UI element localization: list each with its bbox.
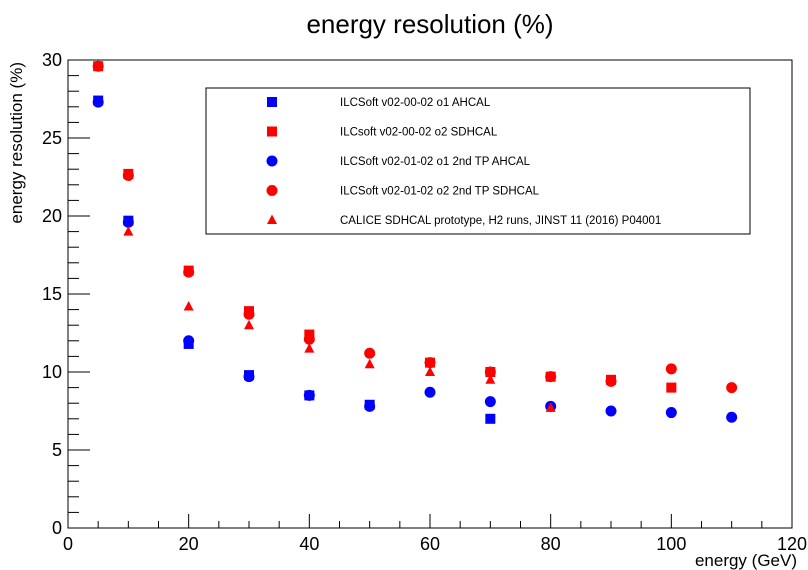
data-point bbox=[92, 96, 104, 108]
chart-title: energy resolution (%) bbox=[306, 9, 553, 39]
data-point bbox=[605, 375, 617, 387]
series-5 bbox=[123, 226, 556, 412]
y-tick-label: 30 bbox=[42, 50, 62, 70]
data-point bbox=[424, 357, 436, 369]
data-point bbox=[123, 226, 134, 236]
data-point bbox=[303, 333, 315, 345]
data-point bbox=[484, 366, 496, 378]
data-point bbox=[666, 382, 677, 393]
data-point bbox=[665, 363, 677, 375]
data-point bbox=[364, 400, 376, 412]
legend-label: ILCSoft v02-01-02 o2 2nd TP SDHCAL bbox=[340, 186, 540, 198]
y-tick-label: 5 bbox=[52, 440, 62, 460]
series-3 bbox=[92, 96, 738, 423]
data-point bbox=[485, 413, 496, 424]
data-point bbox=[545, 402, 556, 412]
data-point bbox=[425, 366, 435, 376]
legend-label: ILCsoft v02-00-02 o2 SDHCAL bbox=[340, 127, 498, 139]
legend: ILCSoft v02-00-02 o1 AHCAL ILCsoft v02-00… bbox=[205, 87, 751, 235]
y-tick-label: 10 bbox=[42, 362, 62, 382]
legend-label: ILCSoft v02-01-02 o1 2nd TP AHCAL bbox=[340, 156, 531, 168]
y-tick-label: 15 bbox=[42, 284, 62, 304]
data-point bbox=[364, 358, 375, 369]
legend-marker bbox=[267, 214, 277, 224]
data-point bbox=[183, 335, 195, 347]
x-tick-label: 80 bbox=[541, 534, 561, 554]
x-tick-label: 120 bbox=[777, 534, 807, 554]
axes: 0 20 40 60 80 100 120 0 5 10 15 20 25 30 bbox=[42, 50, 807, 554]
x-tick-label: 100 bbox=[656, 534, 686, 554]
legend-box bbox=[205, 87, 751, 235]
data-point bbox=[304, 343, 315, 353]
data-point bbox=[605, 405, 617, 417]
legend-marker bbox=[267, 126, 277, 137]
data-point bbox=[665, 407, 677, 419]
y-tick-label: 25 bbox=[42, 128, 62, 148]
x-tick-label: 40 bbox=[299, 534, 319, 554]
data-point bbox=[183, 266, 195, 278]
legend-label: CALICE SDHCAL prototype, H2 runs, JINST … bbox=[340, 215, 661, 227]
data-point bbox=[726, 411, 738, 423]
data-point bbox=[726, 382, 738, 394]
data-point bbox=[243, 371, 255, 383]
data-point bbox=[183, 300, 194, 311]
data-point bbox=[303, 389, 315, 401]
legend-marker bbox=[267, 97, 277, 107]
data-markers bbox=[92, 60, 738, 424]
data-point bbox=[92, 60, 104, 72]
data-point bbox=[485, 374, 496, 384]
legend-marker bbox=[266, 185, 278, 196]
series-4 bbox=[92, 60, 738, 394]
x-tick-label: 20 bbox=[179, 534, 199, 554]
legend-marker bbox=[266, 155, 278, 167]
x-tick-label: 0 bbox=[63, 534, 73, 554]
data-point bbox=[424, 386, 436, 398]
data-point bbox=[545, 371, 557, 383]
y-axis-label: energy resolution (%) bbox=[7, 62, 26, 224]
data-point bbox=[364, 347, 376, 359]
data-point bbox=[122, 169, 134, 181]
y-tick-label: 20 bbox=[42, 206, 62, 226]
x-axis-label: energy (GeV) bbox=[695, 551, 797, 570]
data-point bbox=[243, 308, 255, 320]
x-tick-label: 60 bbox=[420, 534, 440, 554]
legend-label: ILCSoft v02-00-02 o1 AHCAL bbox=[340, 97, 491, 109]
data-point bbox=[484, 396, 496, 408]
data-point bbox=[244, 319, 254, 330]
data-point bbox=[122, 216, 134, 228]
y-tick-label: 0 bbox=[52, 518, 62, 538]
